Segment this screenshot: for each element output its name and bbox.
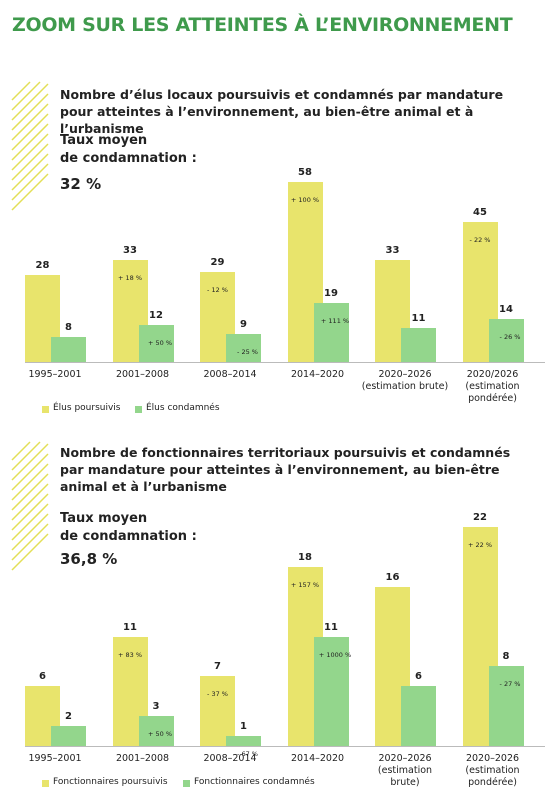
bar (200, 676, 235, 746)
legend-swatch (42, 780, 49, 787)
value-label: 33 (123, 244, 137, 256)
chart-title: Nombre de fonctionnaires territoriaux po… (60, 445, 511, 494)
legend-label: Fonctionnaires condamnés (194, 777, 315, 787)
value-label: 6 (415, 671, 422, 683)
legend-label: Élus condamnés (146, 403, 220, 413)
change-label: + 18 % (117, 273, 143, 282)
value-label: 1 (240, 721, 247, 733)
bar (313, 303, 349, 362)
x-tick-label: 2020–2026 (estimation brute) (377, 753, 433, 788)
change-label: - 26 % (499, 332, 521, 341)
chart-title: Nombre d’élus locaux poursuivis et conda… (60, 87, 504, 136)
value-label: 2 (65, 711, 72, 723)
page-title: ZOOM SUR LES ATTEINTES À L’ENVIRONNEMENT (12, 14, 513, 36)
value-label: 3 (152, 701, 160, 713)
change-label: + 1000 % (318, 650, 352, 659)
change-label: - 37 % (207, 690, 228, 699)
value-label: 14 (499, 303, 513, 315)
change-label: + 111 % (320, 317, 350, 326)
value-label: 16 (385, 571, 400, 583)
x-tick-label: 2008–2014 (203, 369, 257, 380)
bar (226, 736, 261, 746)
x-tick-label: 2020/2026 (estimation pondérée) (465, 369, 520, 404)
x-tick-label: 2001–2008 (115, 369, 170, 380)
change-label: + 50 % (147, 730, 173, 739)
value-label: 11 (411, 312, 426, 324)
value-label: 58 (298, 167, 312, 178)
x-tick-label: 1995–2001 (28, 369, 82, 380)
annotation: Taux moyen de condamnation : (60, 511, 197, 544)
bar (313, 636, 349, 746)
change-label: + 22 % (467, 541, 493, 549)
value-label: 8 (65, 322, 72, 334)
bar (488, 318, 524, 362)
annotation: 32 % (60, 175, 102, 193)
change-label: - 25 % (237, 348, 258, 357)
value-label: 29 (210, 257, 225, 268)
bar (138, 716, 174, 746)
x-tick-label: 2020–2026 (estimation brute) (361, 369, 449, 392)
legend-swatch (183, 780, 190, 787)
value-label: 12 (149, 309, 163, 321)
value-label: 19 (324, 288, 338, 300)
value-label: 11 (123, 621, 137, 633)
x-tick-label: 2014–2020 (290, 369, 345, 380)
change-label: - 27 % (499, 680, 521, 689)
bar (401, 686, 436, 746)
change-label: + 100 % (290, 196, 320, 204)
change-label: + 83 % (117, 650, 143, 659)
change-label: + 50 % (147, 338, 173, 347)
legend-swatch (42, 406, 49, 413)
baseline (25, 746, 545, 747)
bar (51, 337, 86, 362)
x-tick-label: 2008–2014 (203, 753, 257, 764)
legend-label: Fonctionnaires poursuivis (53, 777, 168, 787)
legend-label: Élus poursuivis (53, 403, 121, 413)
bar (138, 324, 174, 362)
annotation: Taux moyen de condamnation : (60, 133, 197, 166)
bar (226, 334, 261, 362)
x-tick-label: 2020–2026 (estimation pondérée) (465, 753, 520, 788)
change-label: - 67 % (237, 750, 258, 759)
value-label: 45 (473, 207, 487, 219)
annotation: 36,8 % (60, 550, 118, 568)
bar (51, 726, 86, 746)
value-label: 7 (214, 661, 221, 673)
value-label: 11 (324, 621, 338, 633)
value-label: 28 (35, 260, 50, 272)
value-label: 22 (473, 512, 487, 523)
change-label: + 157 % (290, 580, 320, 589)
bar (488, 666, 524, 746)
decoration (11, 81, 49, 571)
value-label: 33 (385, 244, 400, 256)
bar (401, 327, 436, 362)
legend-swatch (135, 406, 142, 413)
baseline (25, 362, 545, 363)
x-tick-label: 2001–2008 (115, 753, 170, 764)
value-label: 8 (502, 651, 510, 663)
value-label: 18 (298, 551, 312, 563)
x-tick-label: 1995–2001 (28, 753, 82, 764)
value-label: 9 (240, 319, 247, 331)
change-label: - 12 % (207, 286, 228, 294)
x-tick-label: 2014–2020 (290, 753, 345, 764)
change-label: - 22 % (469, 236, 491, 245)
value-label: 6 (39, 671, 46, 683)
